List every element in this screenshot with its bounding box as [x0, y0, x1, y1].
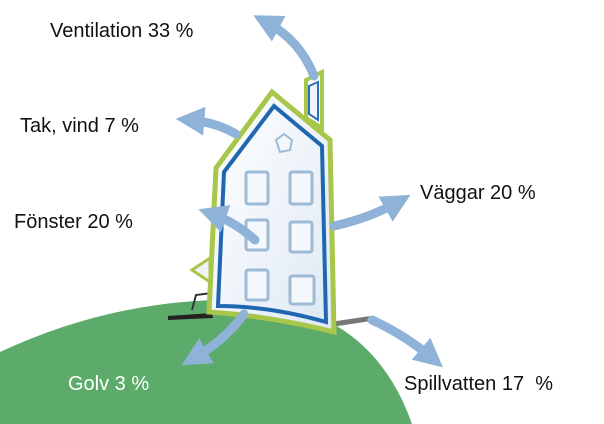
label-roof: Tak, vind 7 %: [20, 115, 139, 137]
label-waste-water: Spillvatten 17 %: [404, 373, 553, 395]
house: [192, 72, 334, 332]
label-floor: Golv 3 %: [68, 373, 149, 395]
heat-loss-diagram: Ventilation 33 % Tak, vind 7 % Fönster 2…: [0, 0, 604, 424]
hill: [0, 300, 412, 424]
label-walls: Väggar 20 %: [420, 182, 536, 204]
label-windows: Fönster 20 %: [14, 211, 133, 233]
label-ventilation: Ventilation 33 %: [50, 20, 194, 42]
